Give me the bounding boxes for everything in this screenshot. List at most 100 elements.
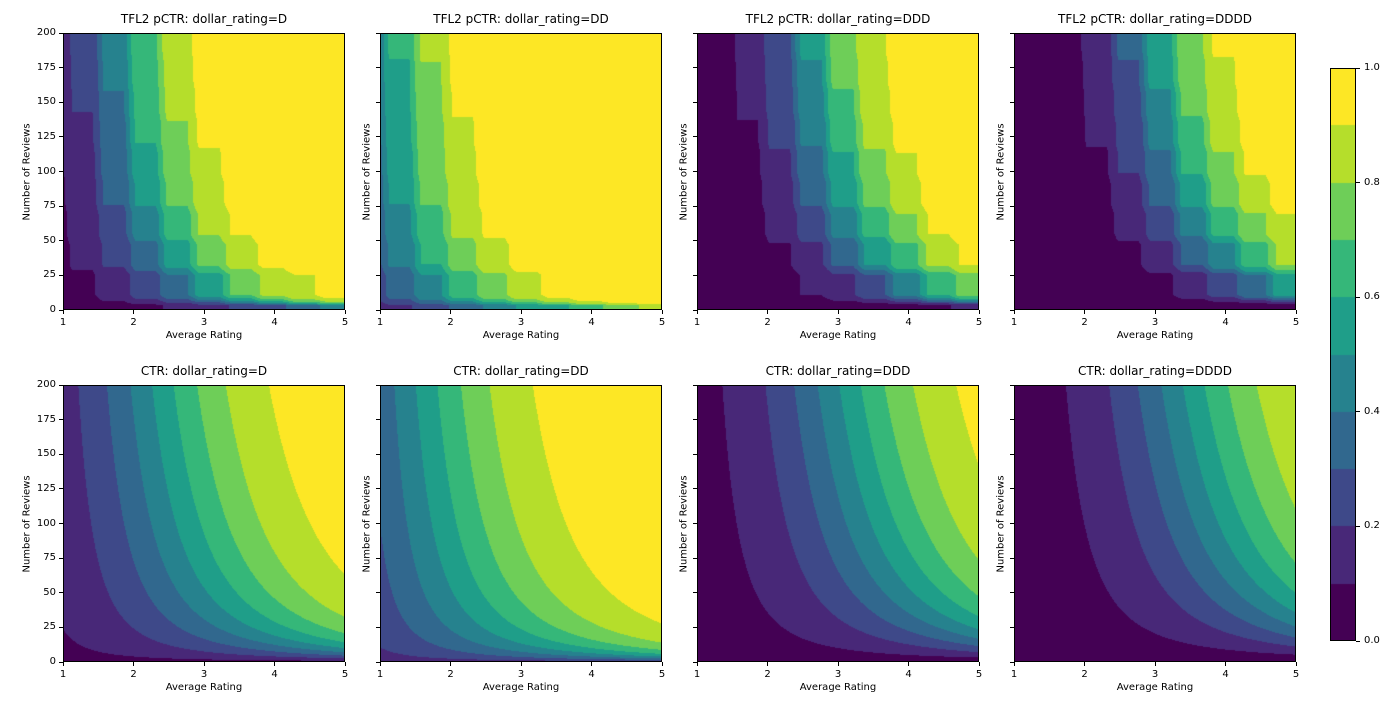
x-tick-label: 3 <box>1151 317 1159 328</box>
x-tick-label: 4 <box>271 669 278 680</box>
x-tick-mark <box>274 310 275 314</box>
x-tick-mark <box>379 662 381 666</box>
x-tick-mark <box>1013 310 1015 314</box>
x-tick-mark <box>203 662 205 666</box>
x-tick-label: 4 <box>905 317 912 328</box>
y-tick-label: 0 <box>49 304 56 315</box>
y-tick-mark <box>693 171 697 172</box>
x-tick-label: 2 <box>1081 669 1088 680</box>
x-tick-label: 2 <box>130 669 137 680</box>
x-tick-mark <box>591 662 592 666</box>
x-axis-label: Average Rating <box>165 330 243 341</box>
y-tick-mark <box>59 419 63 421</box>
y-tick-mark <box>693 592 697 594</box>
y-tick-mark <box>1010 592 1014 594</box>
x-tick-mark <box>908 310 909 314</box>
y-tick-mark <box>376 101 380 103</box>
y-tick-label: 200 <box>36 27 56 38</box>
colorbar-tick-mark <box>1356 640 1360 642</box>
colorbar-tick-label: 0.8 <box>1364 176 1380 188</box>
x-tick-label: 5 <box>341 317 349 328</box>
subplot-tfl2-pctr-d: TFL2 pCTR: dollar_rating=D Number of Rev… <box>22 12 349 341</box>
y-tick-mark <box>59 32 63 34</box>
y-tick-mark <box>59 309 63 311</box>
contour-canvas <box>63 385 345 662</box>
x-tick-mark <box>591 310 592 314</box>
y-tick-label: 100 <box>36 517 56 529</box>
y-tick-label: 25 <box>43 269 56 281</box>
x-tick-mark <box>62 310 64 314</box>
x-tick-mark <box>1225 662 1226 666</box>
y-tick-mark <box>1010 557 1014 559</box>
x-axis-label: Average Rating <box>482 330 560 341</box>
x-tick-label: 2 <box>764 669 771 680</box>
y-tick-mark <box>59 274 63 276</box>
y-tick-label: 75 <box>43 552 56 564</box>
colorbar: 0.0 0.2 0.4 0.6 0.8 1.0 <box>1330 62 1380 646</box>
colorbar-tick-mark <box>1356 182 1360 184</box>
y-tick-label: 0 <box>49 656 56 667</box>
plot-title: TFL2 pCTR: dollar_rating=DD <box>433 12 609 26</box>
x-tick-label: 3 <box>834 669 842 680</box>
y-tick-mark <box>376 136 380 138</box>
x-tick-label: 2 <box>1081 317 1088 328</box>
x-tick-mark <box>696 310 698 314</box>
x-tick-mark <box>344 310 346 314</box>
x-axis-label: Average Rating <box>799 330 877 341</box>
x-tick-label: 5 <box>1292 669 1300 680</box>
y-tick-mark <box>1010 523 1014 524</box>
x-axis-label: Average Rating <box>1116 682 1194 693</box>
contour-canvas <box>697 385 979 662</box>
x-tick-label: 5 <box>658 669 666 680</box>
y-tick-mark <box>1010 171 1014 172</box>
y-tick-mark <box>693 32 697 34</box>
y-tick-mark <box>59 453 63 455</box>
y-tick-mark <box>376 309 380 311</box>
y-tick-mark <box>59 240 63 242</box>
x-tick-mark <box>661 310 663 314</box>
y-tick-mark <box>1010 205 1014 207</box>
y-tick-mark <box>59 384 63 386</box>
x-tick-mark <box>520 662 522 666</box>
y-tick-mark <box>693 523 697 524</box>
x-tick-mark <box>767 662 768 666</box>
x-tick-label: 4 <box>905 669 912 680</box>
y-tick-mark <box>693 67 697 69</box>
y-tick-mark <box>1010 274 1014 276</box>
y-tick-mark <box>693 309 697 311</box>
x-tick-mark <box>661 662 663 666</box>
y-tick-mark <box>1010 419 1014 421</box>
x-tick-mark <box>1154 662 1156 666</box>
x-tick-label: 4 <box>588 317 595 328</box>
y-tick-mark <box>376 453 380 455</box>
x-tick-mark <box>203 310 205 314</box>
plot-title: CTR: dollar_rating=DD <box>453 364 589 378</box>
x-tick-mark <box>1295 310 1297 314</box>
y-tick-mark <box>59 67 63 69</box>
plot-title: TFL2 pCTR: dollar_rating=DDD <box>745 12 931 26</box>
plot-title: CTR: dollar_rating=D <box>140 364 268 378</box>
x-tick-label: 1 <box>59 669 67 680</box>
x-tick-mark <box>1154 310 1156 314</box>
y-tick-mark <box>1010 488 1014 490</box>
colorbar-gradient <box>1330 68 1356 641</box>
y-tick-label: 125 <box>36 130 56 142</box>
x-tick-label: 5 <box>975 669 983 680</box>
y-tick-label: 125 <box>36 482 56 494</box>
x-tick-label: 3 <box>1151 669 1159 680</box>
x-axis-label: Average Rating <box>165 682 243 693</box>
x-tick-label: 1 <box>376 317 384 328</box>
y-axis-label: Number of Reviews <box>995 474 1007 573</box>
subplot-ctr-ddd: CTR: dollar_rating=DDD Number of Reviews… <box>679 364 983 693</box>
contour-canvas <box>697 33 979 310</box>
y-tick-mark <box>59 523 63 524</box>
plot-title: TFL2 pCTR: dollar_rating=DDDD <box>1058 12 1252 26</box>
x-tick-mark <box>837 662 839 666</box>
x-tick-mark <box>1295 662 1297 666</box>
y-tick-mark <box>59 592 63 594</box>
x-tick-label: 1 <box>693 669 701 680</box>
contour-canvas <box>380 33 662 310</box>
subplot-ctr-dd: CTR: dollar_rating=DD Number of Reviews … <box>362 364 666 693</box>
x-tick-label: 3 <box>517 317 525 328</box>
y-tick-mark <box>376 171 380 172</box>
